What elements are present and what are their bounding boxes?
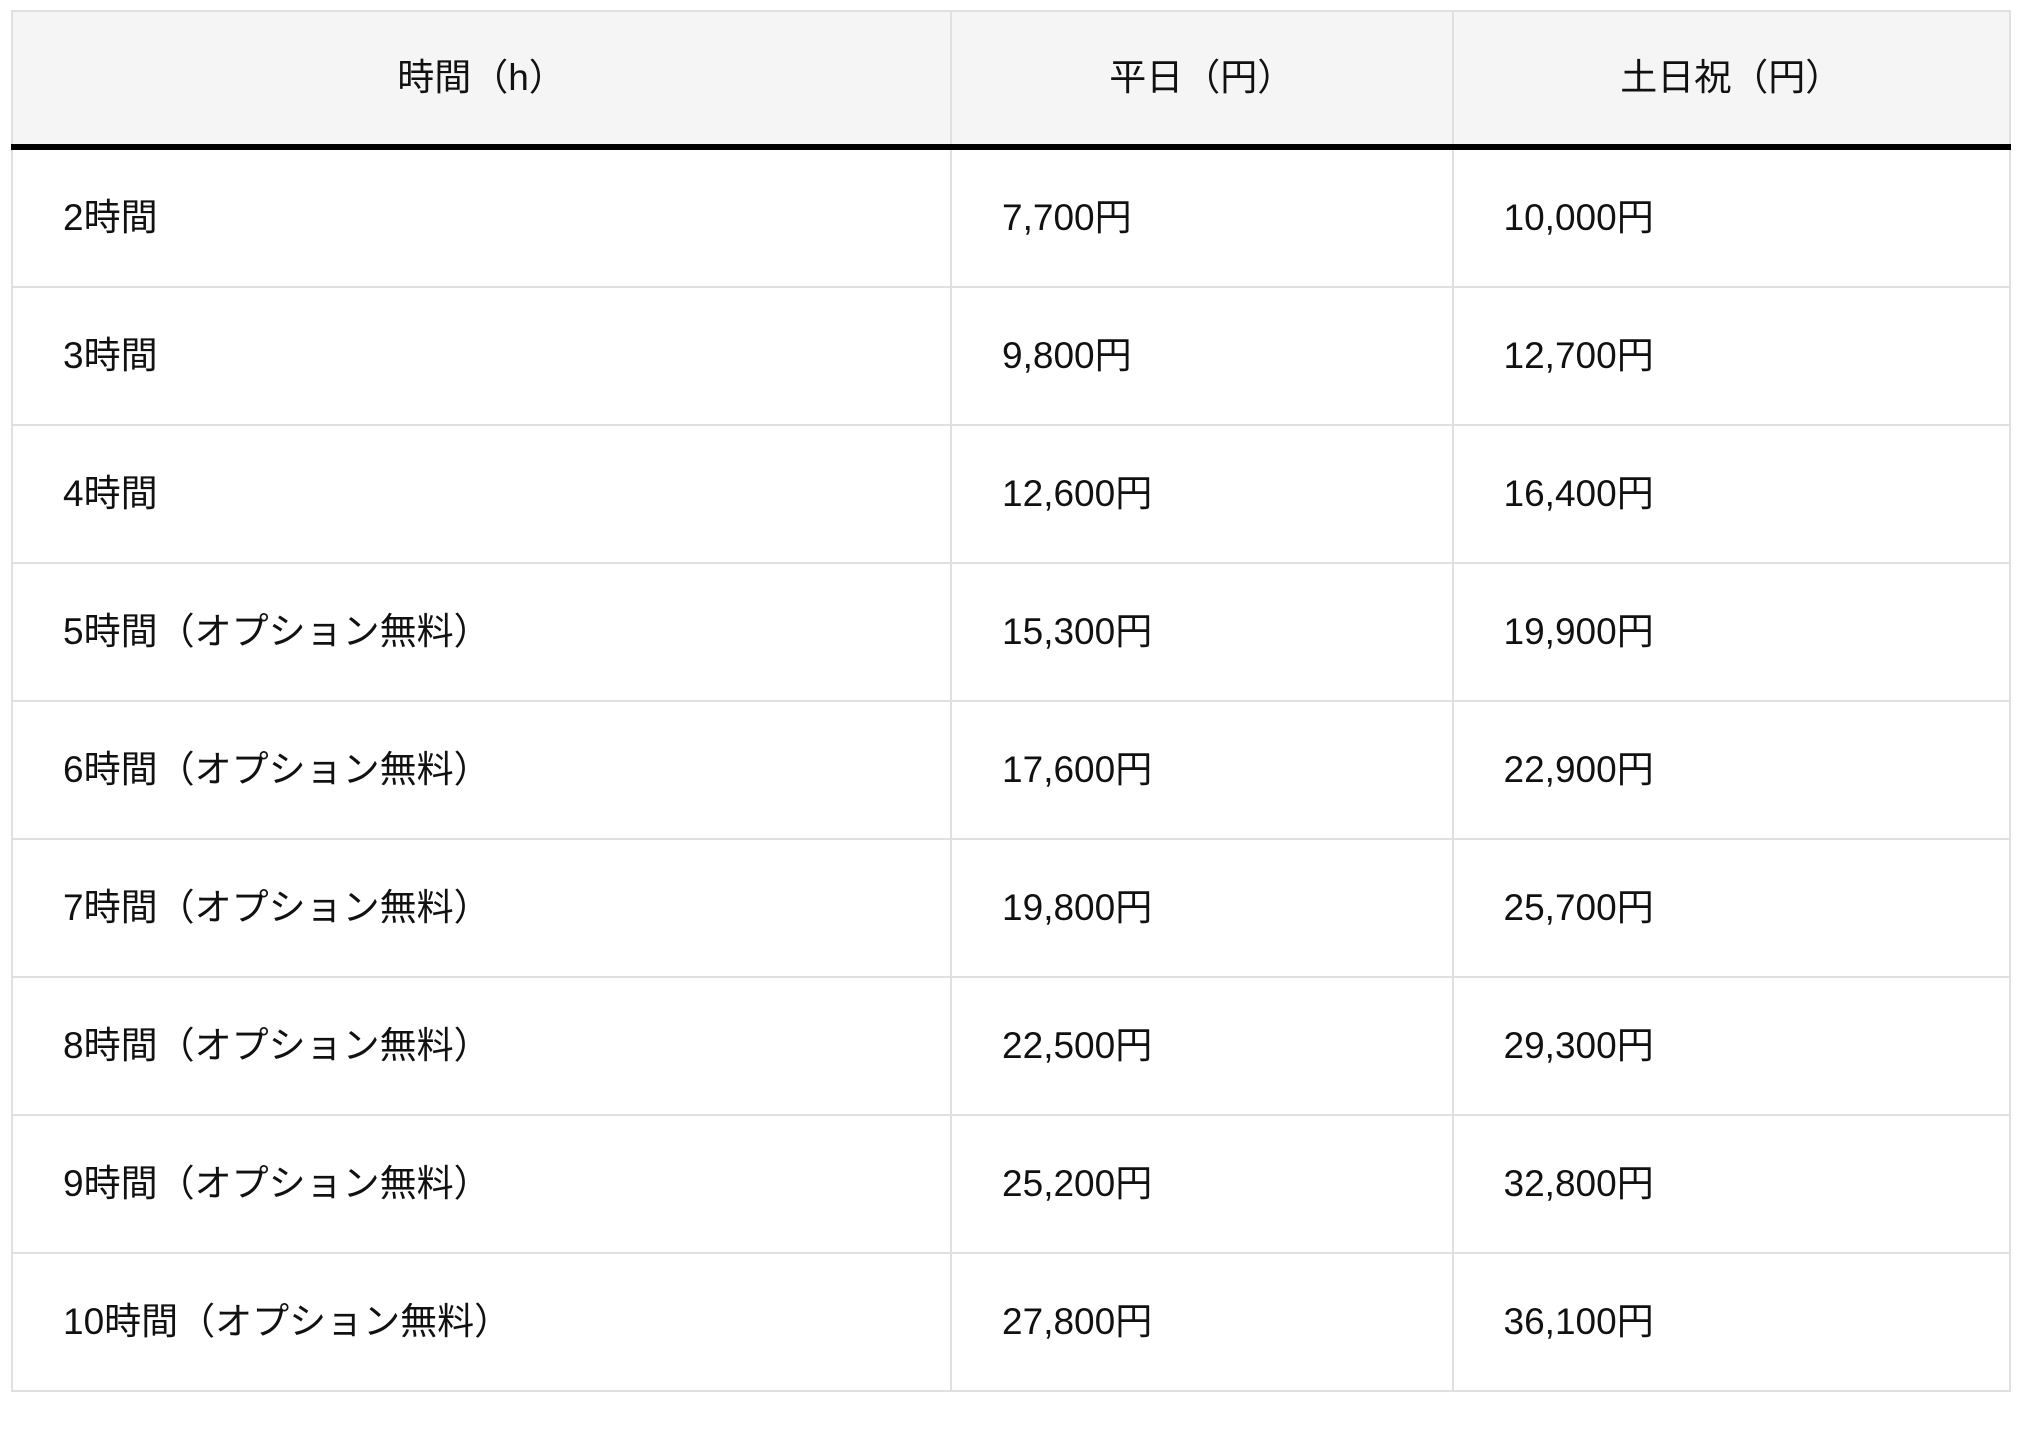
pricing-table-body: 2時間 7,700円 10,000円 3時間 9,800円 12,700円 4時間 12,60…: [10, 146, 2012, 1392]
duration-cell: 6時間（オプション無料）: [10, 700, 953, 840]
table-row: 3時間 9,800円 12,700円: [10, 286, 2012, 426]
duration-cell: 7時間（オプション無料）: [10, 838, 953, 978]
weekday-price-cell: 12,600円: [950, 424, 1454, 564]
table-row: 2時間 7,700円 10,000円: [10, 146, 2012, 288]
weekday-price-cell: 7,700円: [950, 146, 1454, 288]
table-row: 8時間（オプション無料） 22,500円 29,300円: [10, 976, 2012, 1116]
duration-cell: 9時間（オプション無料）: [10, 1114, 953, 1254]
weekend-price-cell: 12,700円: [1451, 286, 2012, 426]
table-row: 5時間（オプション無料） 15,300円 19,900円: [10, 562, 2012, 702]
duration-cell: 3時間: [10, 286, 953, 426]
weekday-price-cell: 22,500円: [950, 976, 1454, 1116]
duration-cell: 2時間: [10, 146, 953, 288]
duration-cell: 5時間（オプション無料）: [10, 562, 953, 702]
duration-cell: 4時間: [10, 424, 953, 564]
weekend-price-cell: 29,300円: [1451, 976, 2012, 1116]
weekday-price-cell: 25,200円: [950, 1114, 1454, 1254]
col-header-weekend-holiday-price: 土日祝（円）: [1451, 10, 2012, 150]
col-header-weekday-price: 平日（円）: [950, 10, 1454, 150]
pricing-table: 時間（h） 平日（円） 土日祝（円） 2時間 7,700円 10,000円 3時間 9,…: [10, 10, 2012, 1392]
table-row: 10時間（オプション無料） 27,800円 36,100円: [10, 1252, 2012, 1392]
duration-cell: 8時間（オプション無料）: [10, 976, 953, 1116]
weekend-price-cell: 16,400円: [1451, 424, 2012, 564]
pricing-table-header: 時間（h） 平日（円） 土日祝（円）: [10, 10, 2012, 150]
table-row: 7時間（オプション無料） 19,800円 25,700円: [10, 838, 2012, 978]
col-header-duration: 時間（h）: [10, 10, 953, 150]
weekend-price-cell: 22,900円: [1451, 700, 2012, 840]
weekend-price-cell: 19,900円: [1451, 562, 2012, 702]
weekday-price-cell: 15,300円: [950, 562, 1454, 702]
duration-cell: 10時間（オプション無料）: [10, 1252, 953, 1392]
table-row: 9時間（オプション無料） 25,200円 32,800円: [10, 1114, 2012, 1254]
header-row: 時間（h） 平日（円） 土日祝（円）: [10, 10, 2012, 150]
weekday-price-cell: 19,800円: [950, 838, 1454, 978]
table-row: 6時間（オプション無料） 17,600円 22,900円: [10, 700, 2012, 840]
weekday-price-cell: 9,800円: [950, 286, 1454, 426]
table-row: 4時間 12,600円 16,400円: [10, 424, 2012, 564]
weekend-price-cell: 36,100円: [1451, 1252, 2012, 1392]
weekday-price-cell: 27,800円: [950, 1252, 1454, 1392]
weekday-price-cell: 17,600円: [950, 700, 1454, 840]
weekend-price-cell: 32,800円: [1451, 1114, 2012, 1254]
weekend-price-cell: 25,700円: [1451, 838, 2012, 978]
weekend-price-cell: 10,000円: [1451, 146, 2012, 288]
